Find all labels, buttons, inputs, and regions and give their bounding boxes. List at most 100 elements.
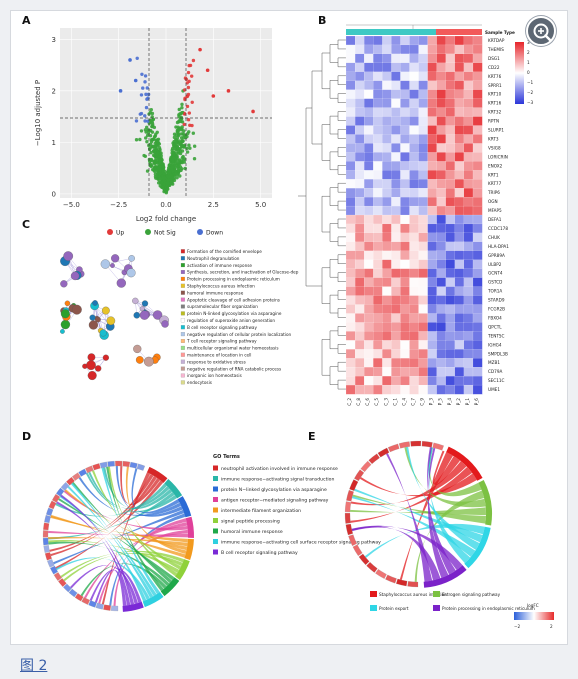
term-swatch xyxy=(180,283,185,288)
heatmap-cell xyxy=(454,71,465,82)
heatmap-cell xyxy=(472,304,483,314)
volcano-point xyxy=(144,105,149,110)
volcano-point xyxy=(180,167,184,171)
heatmap-cell xyxy=(454,358,465,368)
volcano-point xyxy=(187,111,192,115)
volcano-point xyxy=(186,118,191,122)
figure-caption-link[interactable]: 图 2 xyxy=(20,658,48,674)
heatmap-cell xyxy=(409,107,419,117)
heatmap-cell xyxy=(345,197,356,207)
heatmap-cell xyxy=(373,107,383,117)
volcano-point xyxy=(150,144,155,149)
heatmap-cell xyxy=(427,170,438,180)
volcano-point xyxy=(159,180,164,184)
go-term-swatch xyxy=(213,539,218,544)
term-swatch xyxy=(180,345,185,350)
volcano-point xyxy=(118,89,123,93)
network-node xyxy=(135,356,144,364)
chord-ribbon xyxy=(385,453,433,582)
heatmap-cell xyxy=(354,295,365,305)
heatmap-cell xyxy=(418,277,429,287)
heatmap-cell xyxy=(436,349,447,359)
zoom-button[interactable] xyxy=(526,16,556,46)
volcano-point xyxy=(159,154,163,158)
chord-ribbon xyxy=(50,515,188,543)
volcano-point xyxy=(155,130,159,134)
heatmap-cell xyxy=(463,161,474,171)
chord-ribbon xyxy=(58,498,175,581)
heatmap-cell xyxy=(418,340,429,350)
heatmap-cell xyxy=(472,80,483,91)
heatmap-cell xyxy=(463,268,474,279)
heatmap-cell xyxy=(427,80,438,91)
gene-arc xyxy=(352,544,363,557)
heatmap-cell xyxy=(400,268,410,279)
heatmap-cell xyxy=(400,349,410,359)
heatmap-cell xyxy=(436,44,447,55)
zoom-in-icon xyxy=(533,23,552,42)
volcano-point xyxy=(150,124,154,129)
heatmap-cell xyxy=(345,35,356,46)
heatmap-cell xyxy=(409,358,419,368)
kegg-label: Staphylococcus aureus infection xyxy=(379,592,447,597)
heatmap-cell xyxy=(364,143,374,153)
heatmap-cell xyxy=(354,340,365,350)
heatmap-cell xyxy=(436,143,447,153)
network-node xyxy=(70,271,80,281)
heatmap-cell xyxy=(354,71,365,82)
heatmap-cell xyxy=(409,313,419,323)
heatmap-cell xyxy=(427,340,438,350)
gene-label: KRT1 xyxy=(488,172,499,177)
volcano-point xyxy=(251,109,255,114)
heatmap-cell xyxy=(382,232,392,243)
gene-arc xyxy=(110,605,119,612)
heatmap-cell xyxy=(445,80,456,91)
gene-arc xyxy=(421,441,433,448)
heatmap-cell xyxy=(382,143,392,153)
heatmap-cell xyxy=(345,331,356,341)
legend-label: Down xyxy=(206,230,223,237)
heatmap-cell xyxy=(364,80,374,91)
heatmap-cell xyxy=(400,250,410,261)
heatmap-cell xyxy=(354,89,365,100)
volcano-point xyxy=(175,144,180,149)
heatmap-cell xyxy=(472,35,483,46)
x-tick: 0.0 xyxy=(160,201,171,209)
heatmap-cell xyxy=(364,358,374,368)
heatmap-cell xyxy=(463,107,474,117)
heatmap-cell xyxy=(472,170,483,180)
heatmap-cell xyxy=(354,331,365,341)
term-swatch xyxy=(180,373,185,378)
volcano-point xyxy=(182,145,186,149)
heatmap-cell xyxy=(445,376,456,386)
logfc-tick: −2 xyxy=(514,624,521,629)
heatmap-cell xyxy=(427,152,438,162)
gene-arc xyxy=(344,501,352,513)
go-term-swatch xyxy=(213,518,218,523)
heatmap-cell xyxy=(418,134,429,144)
y-axis-label: −Log10 adjusted P xyxy=(34,80,42,146)
heatmap-cell xyxy=(354,170,365,180)
heatmap-cell xyxy=(445,143,456,153)
heatmap-cell xyxy=(463,44,474,55)
heatmap-cell xyxy=(454,205,465,216)
heatmap-cell xyxy=(418,295,429,305)
volcano-point xyxy=(167,174,172,179)
volcano-point xyxy=(191,58,196,63)
chord-ribbon xyxy=(406,446,480,550)
volcano-point xyxy=(189,74,194,78)
heatmap-cell xyxy=(400,152,410,162)
heatmap-cell xyxy=(463,80,474,91)
gene-arc xyxy=(63,583,72,593)
gene-label: HLA-DPA1 xyxy=(488,244,509,249)
panel-e: E Staphylococcus aureus infectionEstroge… xyxy=(308,430,554,629)
heatmap-cell xyxy=(472,143,483,153)
heatmap-cell xyxy=(454,223,465,234)
heatmap-cell xyxy=(427,188,438,198)
heatmap-cell xyxy=(454,188,465,198)
heatmap-cell xyxy=(345,125,356,135)
gene-arc xyxy=(60,482,70,491)
heatmap-cell xyxy=(391,322,401,332)
network-node xyxy=(87,371,97,381)
heatmap-cell xyxy=(345,322,356,332)
